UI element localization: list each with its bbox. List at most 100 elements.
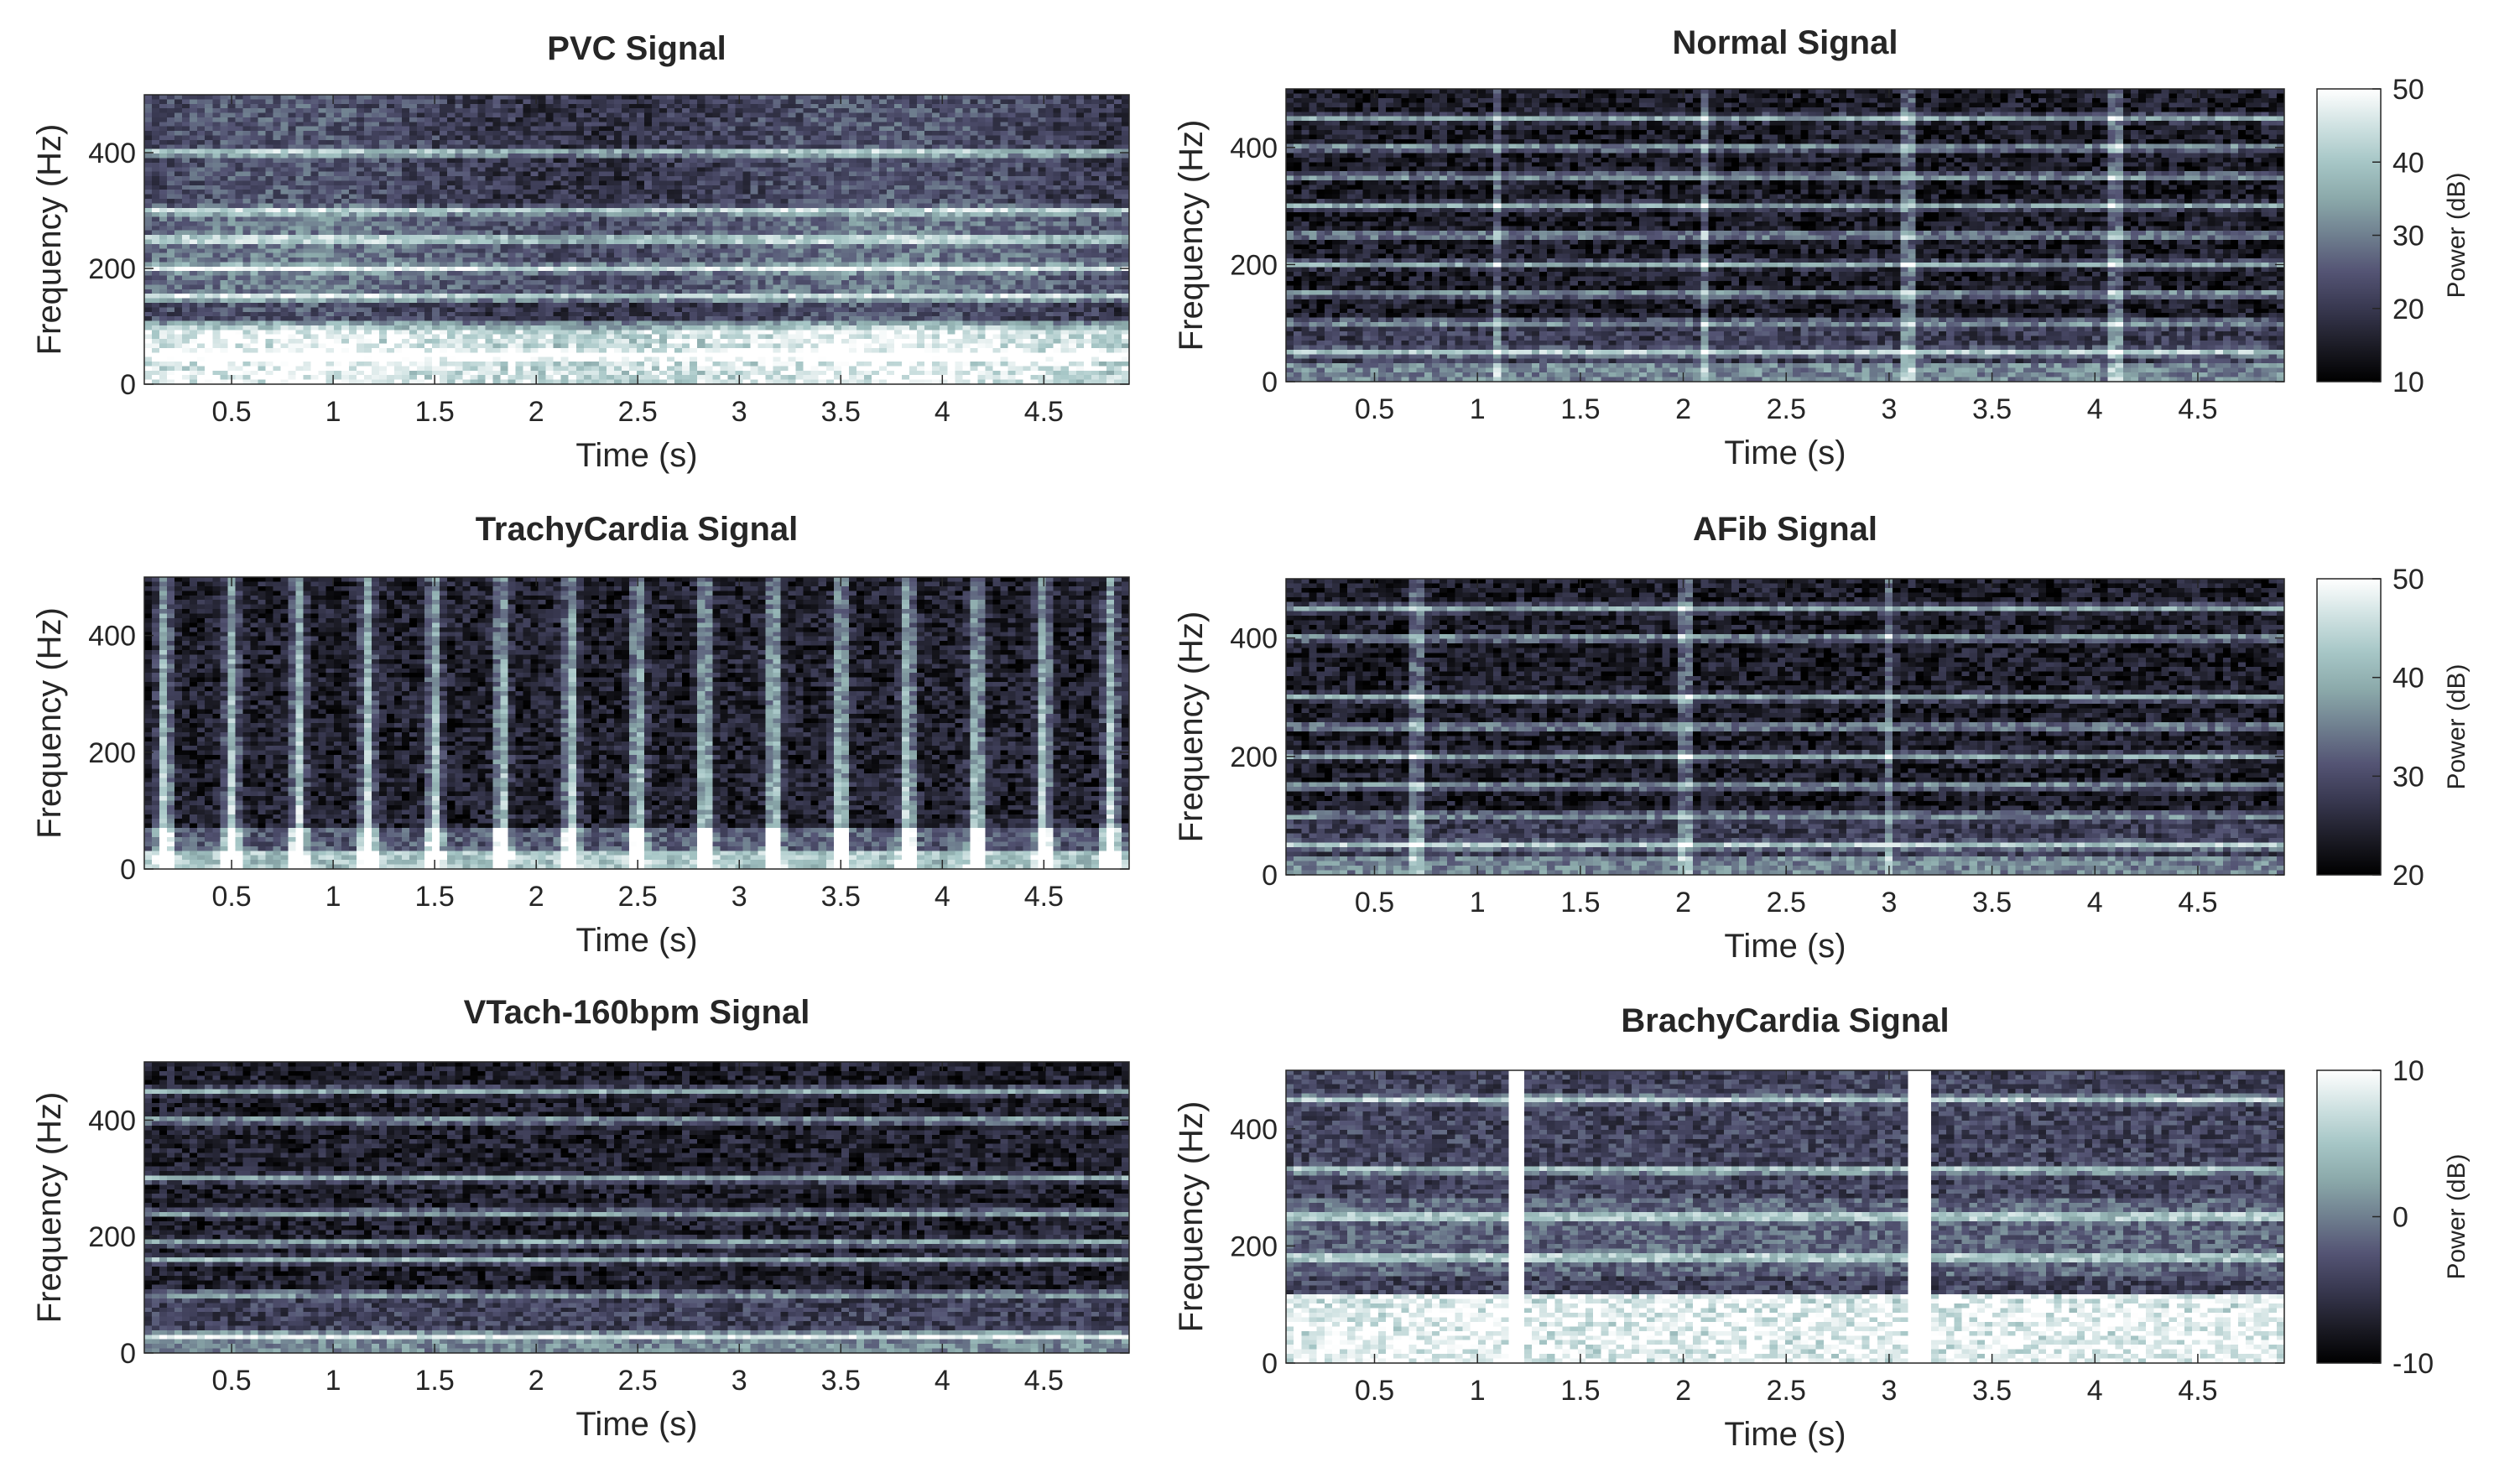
- chart-title: Normal Signal: [1673, 24, 1898, 61]
- colorbar-tick-label: 20: [2392, 860, 2424, 892]
- x-tick-label: 4.5: [1024, 881, 1064, 913]
- x-tick-label: 0.5: [1355, 887, 1394, 918]
- spectrogram-image: [1286, 1070, 2284, 1363]
- y-tick-label: 0: [120, 854, 136, 886]
- colorbar-tick-label: 50: [2392, 564, 2424, 596]
- x-tick-label: 2: [528, 396, 544, 428]
- axes-box: [1285, 1069, 2285, 1364]
- x-tick-label: 4.5: [2178, 887, 2217, 918]
- x-axis-label: Time (s): [575, 437, 697, 474]
- x-tick-label: 2.5: [618, 396, 658, 428]
- colorbar-tick-label: -10: [2392, 1348, 2434, 1380]
- spectrogram-panel: 0.5 1 1.5 2 2.5 3 3.5 4 4.5 0 200 400 AFib Signal Tim…: [1173, 511, 2471, 965]
- colorbar-label: Power (dB): [2443, 1153, 2471, 1279]
- x-tick-label: 1: [325, 881, 341, 913]
- x-tick-label: 2.5: [1767, 1375, 1806, 1407]
- colorbar-label: Power (dB): [2443, 663, 2471, 789]
- x-tick-label: 3.5: [821, 396, 861, 428]
- spectrogram-panel: 0.5 1 1.5 2 2.5 3 3.5 4 4.5 0 200 400 PVC Signal Time…: [31, 30, 1130, 474]
- x-tick-label: 2.5: [618, 1365, 658, 1397]
- x-tick-label: 3: [732, 881, 747, 913]
- y-tick-label: 0: [120, 1338, 136, 1370]
- x-tick-label: 3.5: [821, 1365, 861, 1397]
- x-tick-label: 2: [528, 1365, 544, 1397]
- y-tick-label: 200: [88, 253, 136, 285]
- x-tick-label: 2: [1675, 887, 1691, 918]
- x-tick-label: 4.5: [1024, 1365, 1064, 1397]
- spectrogram-panel: 0.5 1 1.5 2 2.5 3 3.5 4 4.5 0 200 400 VTach-160bpm S…: [31, 994, 1130, 1443]
- x-tick-label: 2.5: [1767, 887, 1806, 918]
- y-tick-label: 0: [1262, 860, 1278, 892]
- x-tick-label: 0.5: [1355, 393, 1394, 425]
- y-tick-label: 0: [1262, 1348, 1278, 1380]
- x-tick-label: 2: [528, 881, 544, 913]
- chart-title: PVC Signal: [547, 30, 726, 67]
- colorbar-tick-label: 20: [2392, 294, 2424, 325]
- x-tick-label: 1.5: [1560, 393, 1600, 425]
- x-tick-label: 1: [325, 396, 341, 428]
- spectrogram-image: [144, 95, 1129, 384]
- x-tick-label: 3.5: [1972, 1375, 2012, 1407]
- axes-box: [143, 94, 1130, 385]
- x-tick-label: 3: [1881, 1375, 1897, 1407]
- chart-title: AFib Signal: [1693, 511, 1877, 548]
- spectrogram-image: [1286, 579, 2284, 875]
- x-tick-label: 2: [1675, 393, 1691, 425]
- x-tick-label: 1.5: [415, 1365, 455, 1397]
- colorbar-tick-label: 50: [2392, 74, 2424, 106]
- colorbar-tick-label: 30: [2392, 761, 2424, 793]
- x-tick-label: 2.5: [618, 881, 658, 913]
- x-tick-label: 3.5: [1972, 393, 2012, 425]
- y-axis-label: Frequency (Hz): [31, 124, 68, 356]
- spectrogram-panel: 0.5 1 1.5 2 2.5 3 3.5 4 4.5 0 200 400 Normal Signal T…: [1173, 24, 2471, 471]
- axes-box: [143, 576, 1130, 870]
- axes-box: [1285, 88, 2285, 382]
- x-tick-label: 1.5: [415, 396, 455, 428]
- chart-title: BrachyCardia Signal: [1621, 1002, 1949, 1039]
- x-tick-label: 0.5: [211, 881, 251, 913]
- y-tick-label: 200: [1230, 1231, 1278, 1262]
- colorbar-tick-label: 40: [2392, 147, 2424, 179]
- x-tick-label: 0.5: [211, 1365, 251, 1397]
- y-axis-label: Frequency (Hz): [1173, 611, 1210, 843]
- x-axis-label: Time (s): [1724, 1416, 1846, 1453]
- y-tick-label: 200: [88, 1221, 136, 1253]
- x-axis-label: Time (s): [575, 922, 697, 959]
- spectrogram-panel: 0.5 1 1.5 2 2.5 3 3.5 4 4.5 0 200 400 TrachyCardia S…: [31, 511, 1130, 959]
- x-tick-label: 1.5: [415, 881, 455, 913]
- x-axis-label: Time (s): [1724, 434, 1846, 471]
- x-tick-label: 3: [1881, 393, 1897, 425]
- x-tick-label: 4: [2087, 393, 2103, 425]
- y-tick-label: 0: [120, 369, 136, 401]
- x-tick-label: 3: [1881, 887, 1897, 918]
- colorbar-tick-label: 0: [2392, 1202, 2408, 1234]
- y-tick-label: 200: [1230, 249, 1278, 281]
- y-tick-label: 400: [88, 1105, 136, 1137]
- x-tick-label: 4: [2087, 887, 2103, 918]
- x-tick-label: 1.5: [1560, 887, 1600, 918]
- y-tick-label: 400: [88, 621, 136, 653]
- spectrogram-image: [144, 1062, 1129, 1353]
- y-axis-label: Frequency (Hz): [31, 607, 68, 839]
- colorbar-label: Power (dB): [2443, 172, 2471, 298]
- y-tick-label: 200: [88, 737, 136, 769]
- x-tick-label: 3: [732, 396, 747, 428]
- x-tick-label: 1: [1470, 393, 1486, 425]
- colorbar-tick-label: 10: [2392, 1055, 2424, 1087]
- x-tick-label: 1: [325, 1365, 341, 1397]
- axes-box: [1285, 578, 2285, 876]
- x-tick-label: 4: [2087, 1375, 2103, 1407]
- x-tick-label: 4.5: [2178, 393, 2217, 425]
- colorbar-tick-label: 10: [2392, 367, 2424, 398]
- colorbar: [2316, 1069, 2382, 1364]
- y-tick-label: 400: [1230, 1114, 1278, 1146]
- x-tick-label: 4: [935, 881, 950, 913]
- y-tick-label: 400: [1230, 133, 1278, 164]
- y-tick-label: 400: [1230, 623, 1278, 655]
- y-tick-label: 400: [88, 138, 136, 169]
- colorbar-tick-label: 30: [2392, 221, 2424, 252]
- y-axis-label: Frequency (Hz): [1173, 120, 1210, 351]
- y-axis-label: Frequency (Hz): [1173, 1101, 1210, 1333]
- y-axis-label: Frequency (Hz): [31, 1092, 68, 1324]
